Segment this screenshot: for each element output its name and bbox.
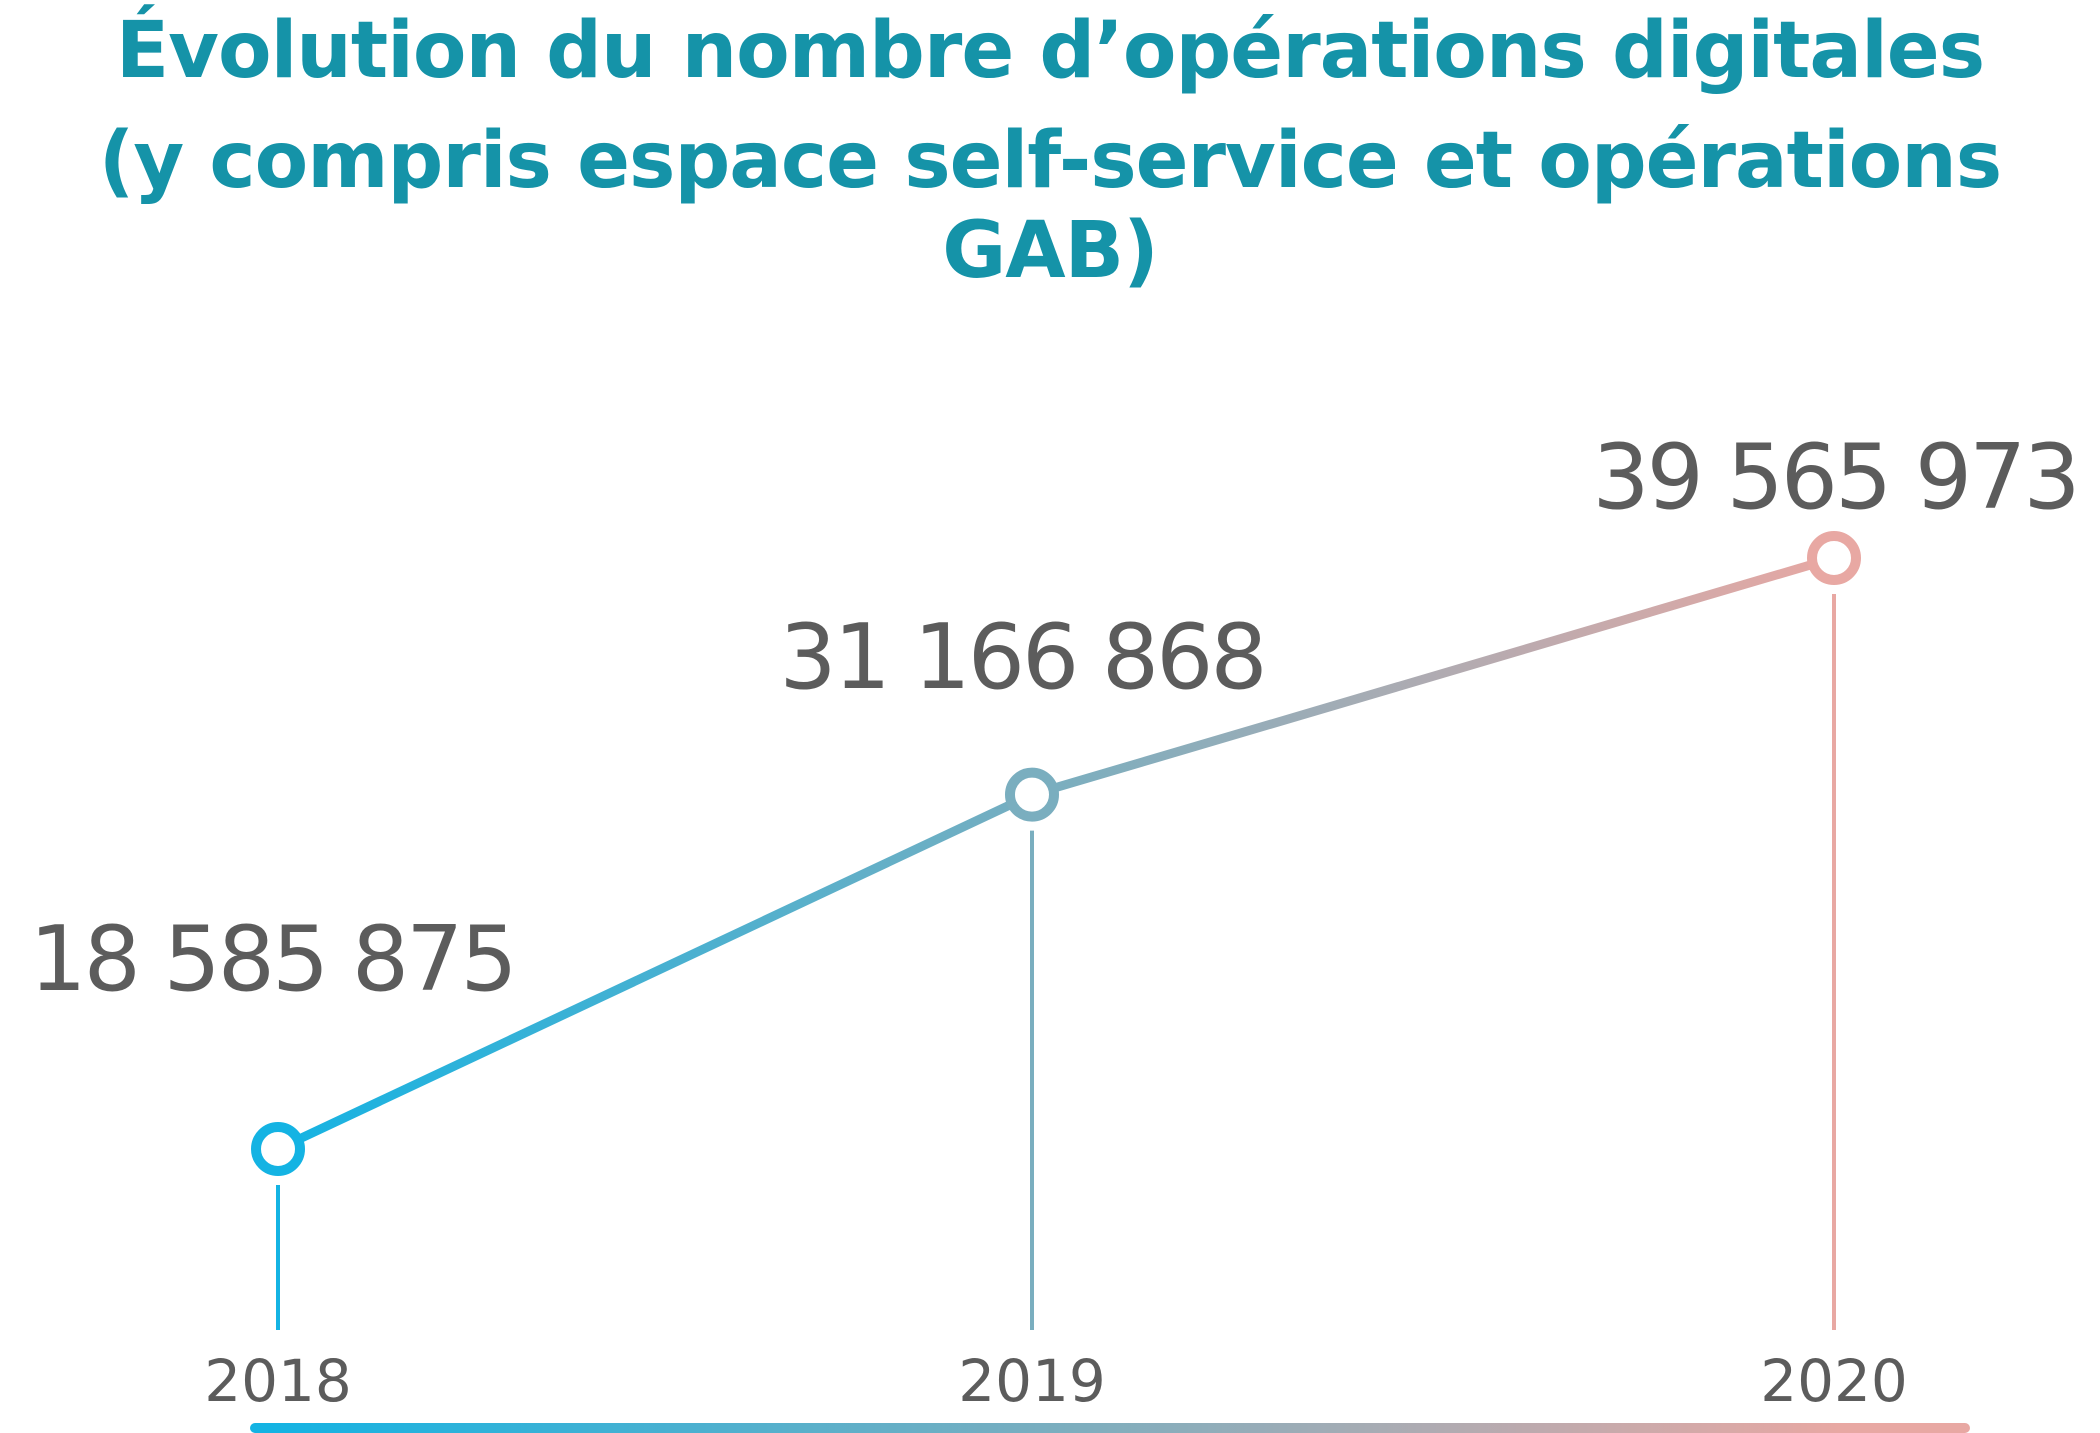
x-tick-label-2018: 2018 <box>204 1347 352 1415</box>
data-point-2019 <box>1005 767 1059 822</box>
value-label-2019: 31 166 868 <box>779 605 1264 710</box>
value-label-2018: 18 585 875 <box>29 907 514 1012</box>
x-tick-label-2019: 2019 <box>958 1347 1106 1415</box>
chart-title: Évolution du nombre d’opérations digital… <box>115 6 1985 96</box>
value-label-2020: 39 565 973 <box>1592 425 2077 530</box>
data-point-2018 <box>251 1122 305 1176</box>
chart-subtitle: (y compris espace self-service et opérat… <box>98 116 2002 296</box>
data-point-2020 <box>1807 531 1861 585</box>
x-tick-label-2020: 2020 <box>1760 1347 1908 1415</box>
